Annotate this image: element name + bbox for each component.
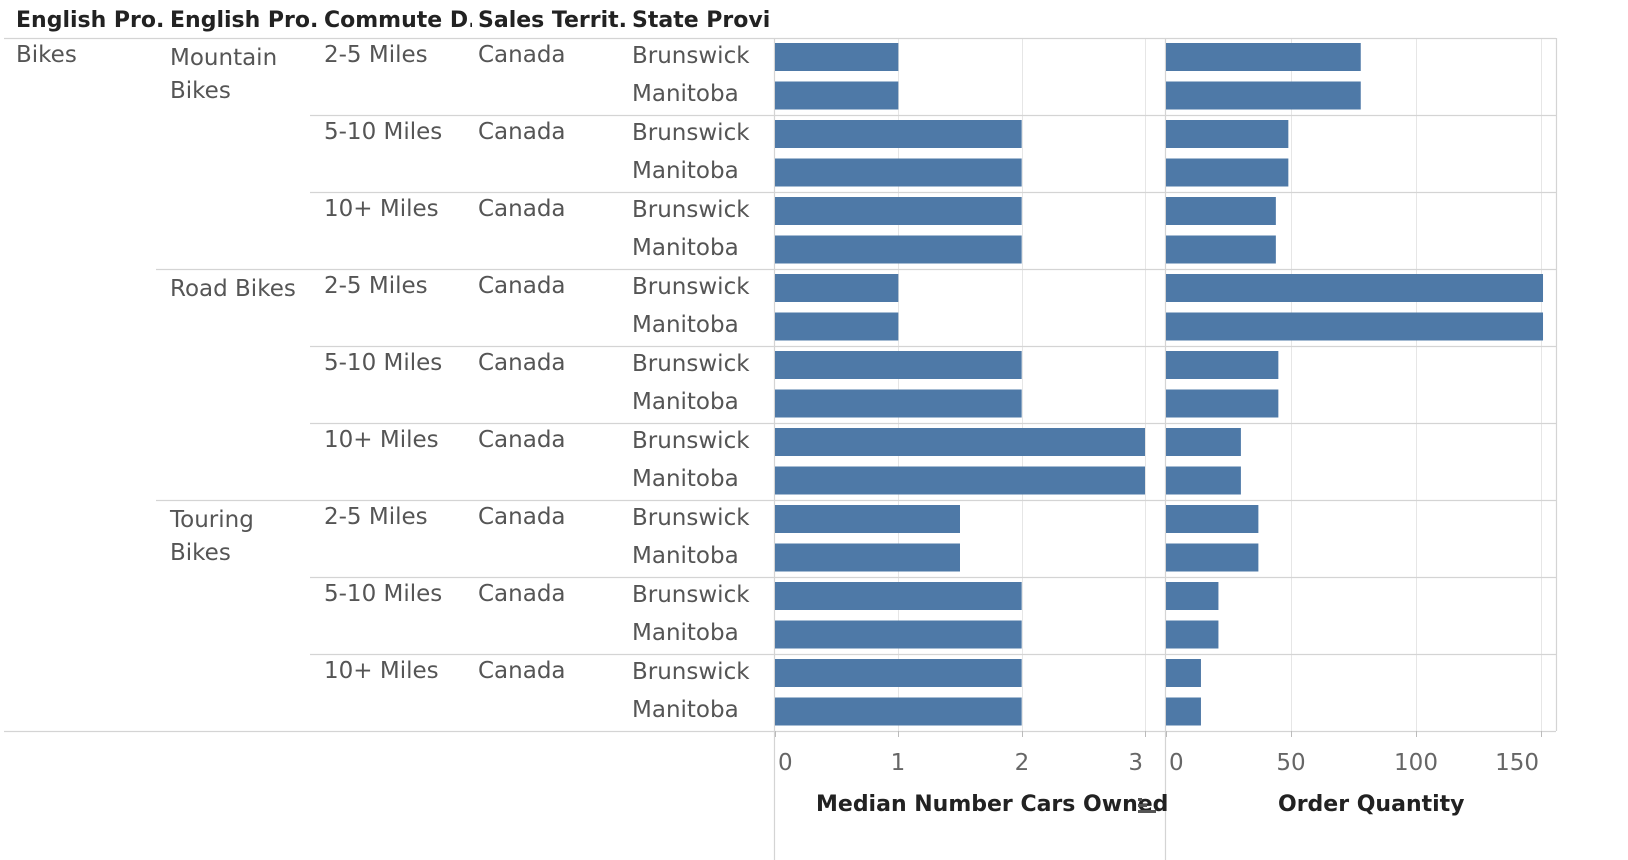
column-header-1[interactable]: English Pro.. bbox=[170, 8, 318, 33]
state-province-label: Manitoba bbox=[632, 389, 739, 415]
state-province-label: Manitoba bbox=[632, 697, 739, 723]
bar-median-cars bbox=[775, 158, 1022, 187]
bar-median-cars bbox=[775, 466, 1145, 495]
state-province-label: Manitoba bbox=[632, 81, 739, 107]
bar-median-cars bbox=[775, 389, 1022, 418]
state-province-label: Brunswick bbox=[632, 428, 750, 454]
bar-order-quantity bbox=[1166, 389, 1279, 418]
category-label: Bikes bbox=[16, 42, 77, 68]
commute-distance-label: 2-5 Miles bbox=[324, 273, 428, 299]
commute-distance-label: 10+ Miles bbox=[324, 427, 439, 453]
sales-territory-label: Canada bbox=[478, 350, 566, 376]
bar-median-cars bbox=[775, 428, 1145, 456]
commute-distance-label: 2-5 Miles bbox=[324, 504, 428, 530]
tick-label: 0 bbox=[1169, 750, 1184, 776]
state-province-label: Brunswick bbox=[632, 274, 750, 300]
subcategory-label: Touring Bikes bbox=[170, 507, 254, 566]
subcategory-label: Mountain Bikes bbox=[170, 45, 278, 104]
bar-median-cars bbox=[775, 120, 1022, 148]
bar-order-quantity bbox=[1166, 505, 1259, 533]
state-province-label: Brunswick bbox=[632, 43, 750, 69]
state-province-label: Brunswick bbox=[632, 197, 750, 223]
tick-label: 50 bbox=[1276, 750, 1305, 776]
column-header-2[interactable]: Commute D.. bbox=[324, 8, 472, 33]
state-province-label: Manitoba bbox=[632, 466, 739, 492]
bar-order-quantity bbox=[1166, 158, 1289, 187]
column-header-0[interactable]: English Pro.. bbox=[16, 8, 164, 33]
sales-territory-label: Canada bbox=[478, 42, 566, 68]
column-header-3[interactable]: Sales Territ.. bbox=[478, 8, 626, 33]
bar-median-cars bbox=[775, 543, 960, 572]
commute-distance-label: 5-10 Miles bbox=[324, 119, 443, 145]
sales-territory-label: Canada bbox=[478, 504, 566, 530]
commute-distance-label: 5-10 Miles bbox=[324, 350, 443, 376]
sales-territory-label: Canada bbox=[478, 658, 566, 684]
bar-median-cars bbox=[775, 697, 1022, 726]
bar-order-quantity bbox=[1166, 43, 1361, 71]
commute-distance-label: 2-5 Miles bbox=[324, 42, 428, 68]
column-header-4[interactable]: State Provi.. bbox=[632, 8, 772, 33]
bar-order-quantity bbox=[1166, 120, 1289, 148]
bar-order-quantity bbox=[1166, 81, 1361, 110]
tick-label: 1 bbox=[891, 750, 906, 776]
bar-median-cars bbox=[775, 235, 1022, 264]
bar-order-quantity bbox=[1166, 197, 1276, 225]
tick-label: 100 bbox=[1394, 750, 1438, 776]
state-province-label: Manitoba bbox=[632, 620, 739, 646]
tick-label: 150 bbox=[1495, 750, 1539, 776]
bar-median-cars bbox=[775, 312, 899, 341]
commute-distance-label: 5-10 Miles bbox=[324, 581, 443, 607]
state-province-label: Brunswick bbox=[632, 582, 750, 608]
state-province-label: Manitoba bbox=[632, 543, 739, 569]
bar-order-quantity bbox=[1166, 620, 1219, 649]
tick-label: 2 bbox=[1015, 750, 1030, 776]
bar-order-quantity bbox=[1166, 312, 1544, 341]
sales-territory-label: Canada bbox=[478, 427, 566, 453]
sales-territory-label: Canada bbox=[478, 196, 566, 222]
bar-order-quantity bbox=[1166, 428, 1241, 456]
bar-order-quantity bbox=[1166, 235, 1276, 264]
tick-label: 3 bbox=[1128, 750, 1143, 776]
state-province-label: Manitoba bbox=[632, 158, 739, 184]
state-province-label: Brunswick bbox=[632, 351, 750, 377]
bar-order-quantity bbox=[1166, 697, 1201, 726]
bar-order-quantity bbox=[1166, 274, 1544, 302]
sort-descending-icon[interactable] bbox=[1136, 796, 1158, 816]
state-province-label: Brunswick bbox=[632, 505, 750, 531]
commute-distance-label: 10+ Miles bbox=[324, 658, 439, 684]
x-axis-title-median-cars: Median Number Cars Owned bbox=[816, 792, 1169, 817]
bar-median-cars bbox=[775, 81, 899, 110]
tick-label: 0 bbox=[778, 750, 793, 776]
bar-order-quantity bbox=[1166, 351, 1279, 379]
x-axis-title-order-quantity: Order Quantity bbox=[1278, 792, 1465, 817]
bar-median-cars bbox=[775, 505, 960, 533]
sales-territory-label: Canada bbox=[478, 119, 566, 145]
bar-median-cars bbox=[775, 43, 899, 71]
sales-territory-label: Canada bbox=[478, 581, 566, 607]
bar-median-cars bbox=[775, 659, 1022, 687]
bar-median-cars bbox=[775, 620, 1022, 649]
bar-median-cars bbox=[775, 351, 1022, 379]
state-province-label: Manitoba bbox=[632, 312, 739, 338]
subcategory-label: Road Bikes bbox=[170, 276, 296, 302]
state-province-label: Brunswick bbox=[632, 120, 750, 146]
bar-order-quantity bbox=[1166, 582, 1219, 610]
state-province-label: Manitoba bbox=[632, 235, 739, 261]
bar-order-quantity bbox=[1166, 466, 1241, 495]
bar-order-quantity bbox=[1166, 543, 1259, 572]
sales-territory-label: Canada bbox=[478, 273, 566, 299]
commute-distance-label: 10+ Miles bbox=[324, 196, 439, 222]
bar-median-cars bbox=[775, 197, 1022, 225]
bar-order-quantity bbox=[1166, 659, 1201, 687]
bar-median-cars bbox=[775, 582, 1022, 610]
state-province-label: Brunswick bbox=[632, 659, 750, 685]
bar-median-cars bbox=[775, 274, 899, 302]
